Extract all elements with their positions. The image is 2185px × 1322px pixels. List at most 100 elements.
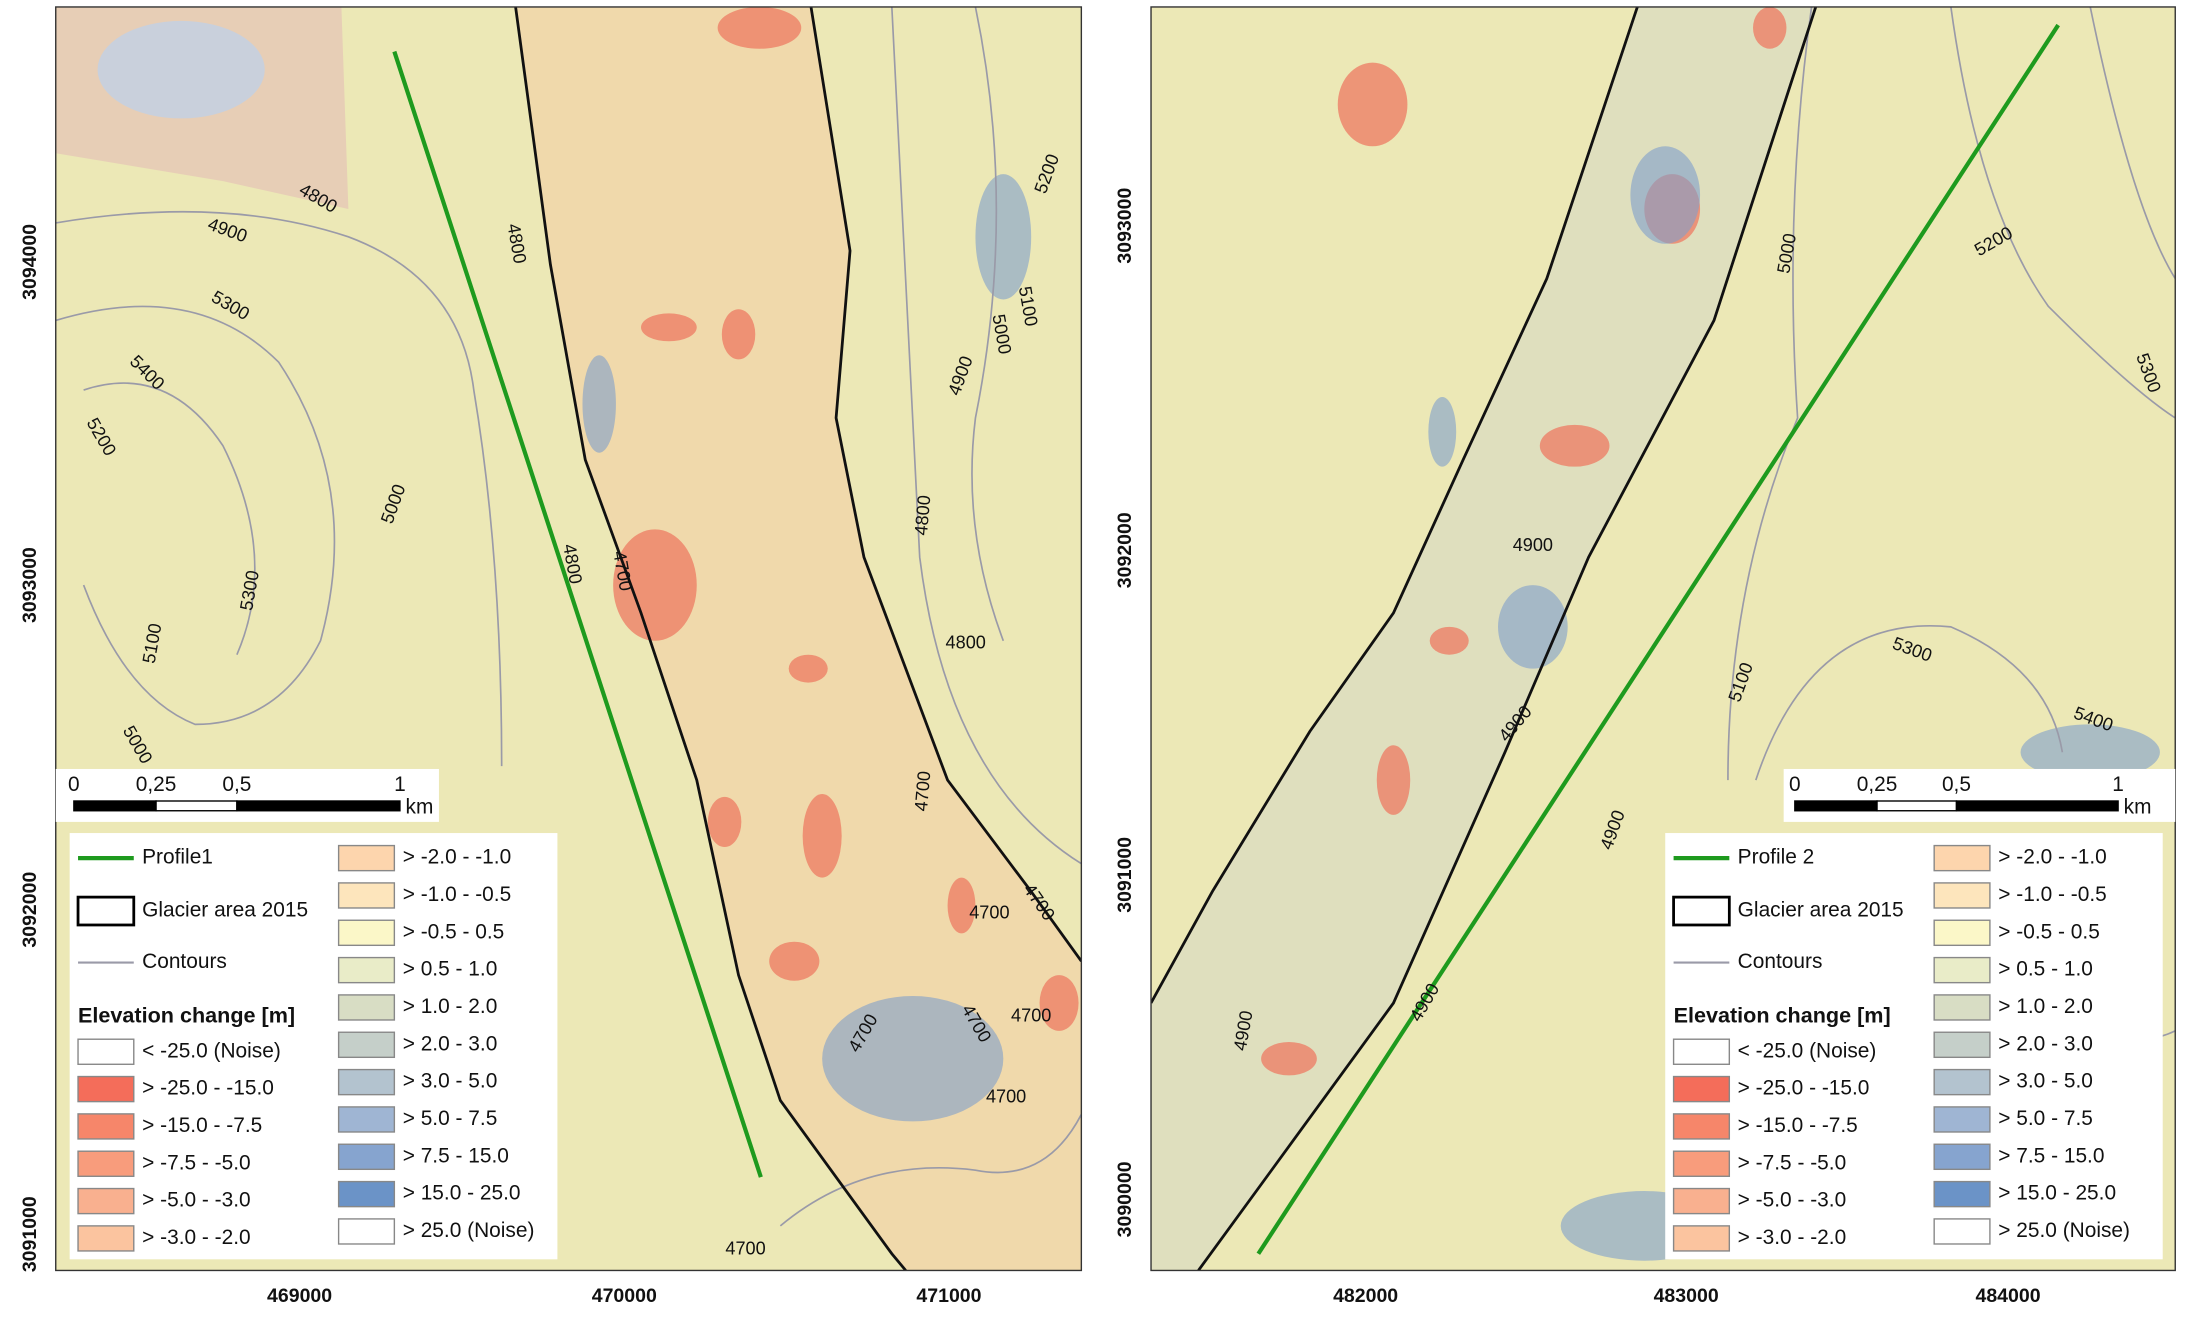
legend-swatch — [77, 1113, 135, 1140]
x-tick-label: 470000 — [592, 1285, 657, 1307]
legend-label: > -15.0 - -7.5 — [1738, 1114, 1858, 1137]
legend-swatch — [77, 1150, 135, 1177]
legend-label: > -0.5 - 0.5 — [403, 920, 505, 943]
legend-label: > 3.0 - 5.0 — [1998, 1070, 2093, 1093]
legend-label: > -25.0 - -15.0 — [142, 1077, 274, 1100]
legend-label: Glacier area 2015 — [142, 899, 308, 922]
legend-label: > 15.0 - 25.0 — [403, 1182, 521, 1205]
legend-label: > -7.5 - -5.0 — [1738, 1151, 1847, 1174]
legend-swatch — [337, 1218, 396, 1245]
legend-swatch — [1672, 1075, 1731, 1103]
contour-lines — [55, 6, 1082, 1227]
scale-bar-label: 0,5 — [222, 773, 251, 796]
legend-swatch — [1933, 956, 1991, 984]
profile-line — [1256, 23, 2060, 1255]
legend-swatch — [1933, 882, 1991, 909]
legend-label: > -5.0 - -3.0 — [1738, 1189, 1847, 1212]
glacier-surface — [1151, 6, 1816, 1271]
contour-label: 4800 — [911, 494, 934, 536]
legend-swatch — [1933, 1218, 1991, 1245]
contour-label: 4700 — [1011, 1006, 1051, 1026]
legend-label: > -3.0 - -2.0 — [1738, 1226, 1847, 1249]
legend-swatch — [1933, 1068, 1991, 1096]
legend-label: < -25.0 (Noise) — [142, 1039, 281, 1062]
legend-label: Profile 2 — [1738, 846, 1815, 869]
scale-bar-label: 0,25 — [136, 773, 177, 796]
x-tick-label: 469000 — [267, 1285, 332, 1307]
legend-swatch — [337, 919, 396, 947]
x-tick-label: 471000 — [916, 1285, 981, 1307]
scale-bar-box — [1783, 768, 2176, 822]
legend-label: > 2.0 - 3.0 — [403, 1032, 498, 1055]
scale-bar-segment — [1955, 800, 2119, 812]
y-tick-label: 3091000 — [1114, 837, 1136, 913]
legend-swatch — [77, 1075, 135, 1103]
contour-label: 4700 — [969, 903, 1009, 923]
glacier-outline — [514, 6, 1082, 1271]
legend-label: > 7.5 - 15.0 — [403, 1144, 509, 1167]
legend-swatch — [1933, 994, 1991, 1021]
noise-area — [97, 20, 265, 119]
legend-swatch — [1672, 1225, 1731, 1252]
scale-bar-label: 0,5 — [1942, 773, 1971, 796]
legend-swatch — [1933, 1106, 1991, 1133]
scale-bar-box — [55, 768, 439, 822]
legend-swatch — [1933, 844, 1991, 872]
scale-bar-label: 0,25 — [1857, 773, 1898, 796]
y-tick-label: 3094000 — [19, 224, 41, 300]
legend-label: > -25.0 - -15.0 — [1738, 1077, 1870, 1100]
legend-label: > 1.0 - 2.0 — [403, 995, 498, 1018]
legend-swatch — [337, 994, 396, 1021]
legend-swatch — [337, 1143, 396, 1171]
legend-swatch — [1672, 1150, 1731, 1177]
map-frame — [1150, 6, 2176, 1272]
legend-label: Profile1 — [142, 846, 213, 869]
contour-label: 4700 — [911, 770, 934, 812]
scale-bar-segment — [155, 800, 238, 812]
legend-swatch — [77, 1038, 135, 1065]
legend-swatch — [337, 1031, 396, 1059]
legend-label: Contours — [142, 950, 227, 973]
y-tick-label: 3093000 — [1114, 188, 1136, 264]
legend-label: > -1.0 - -0.5 — [403, 883, 512, 906]
legend-label: Contours — [1738, 950, 1823, 973]
legend-label: Glacier area 2015 — [1738, 899, 1904, 922]
legend-label: > 15.0 - 25.0 — [1998, 1182, 2116, 1205]
legend-label: > 2.0 - 3.0 — [1998, 1032, 2093, 1055]
scale-bar-unit: km — [2124, 795, 2152, 818]
scale-bar-label: 0 — [1789, 773, 1801, 796]
legend-swatch — [1672, 1187, 1731, 1215]
legend-label: > 0.5 - 1.0 — [403, 958, 498, 981]
legend-label: > -1.0 - -0.5 — [1998, 883, 2107, 906]
y-tick-label: 3092000 — [1114, 512, 1136, 588]
legend-label: > 25.0 (Noise) — [403, 1219, 535, 1242]
legend-swatch — [337, 1106, 396, 1133]
legend-swatch — [337, 882, 396, 909]
legend-swatch — [337, 1068, 396, 1096]
legend-swatch — [1672, 1038, 1731, 1065]
legend-label: > 1.0 - 2.0 — [1998, 995, 2093, 1018]
scale-bar-label: 0 — [68, 773, 80, 796]
surface-lowering — [613, 6, 1079, 1031]
profile-line — [392, 50, 763, 1178]
contour-label: 4700 — [725, 1238, 765, 1258]
scale-bar-segment — [236, 800, 401, 812]
legend-title: Elevation change [m] — [1674, 1003, 1891, 1028]
legend-glacier-symbol — [1672, 895, 1731, 927]
y-tick-label: 3090000 — [1114, 1161, 1136, 1237]
legend-swatch — [337, 844, 396, 872]
legend-label: > -15.0 - -7.5 — [142, 1114, 262, 1137]
legend-box — [1665, 833, 2163, 1260]
legend-swatch — [77, 1187, 135, 1215]
legend-title: Elevation change [m] — [78, 1003, 295, 1028]
legend-label: > -7.5 - -5.0 — [142, 1151, 251, 1174]
y-tick-label: 3093000 — [19, 547, 41, 623]
scale-bar-label: 1 — [394, 773, 406, 796]
legend-swatch — [337, 1180, 396, 1208]
legend-label: > 5.0 - 7.5 — [1998, 1107, 2093, 1130]
legend-label: > -3.0 - -2.0 — [142, 1226, 251, 1249]
x-tick-label: 484000 — [1975, 1285, 2040, 1307]
scale-bar-label: 1 — [2112, 773, 2124, 796]
legend-label: > -0.5 - 0.5 — [1998, 920, 2100, 943]
